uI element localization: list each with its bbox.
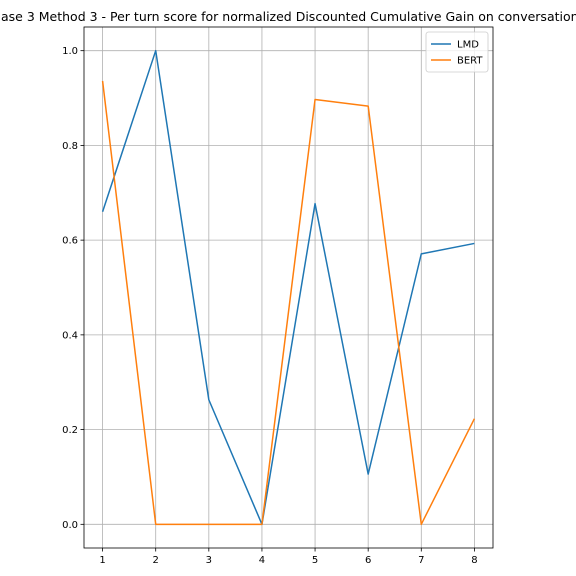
x-tick-label: 2 — [153, 555, 159, 566]
y-tick-label: 0.0 — [62, 520, 78, 531]
y-tick-label: 1.0 — [62, 46, 78, 57]
x-tick-label: 6 — [365, 555, 371, 566]
grid — [84, 27, 493, 548]
y-tick-label: 0.6 — [62, 236, 78, 247]
x-tick-label: 8 — [471, 555, 477, 566]
y-tick-label: 0.8 — [62, 141, 78, 152]
x-tick-label: 7 — [418, 555, 424, 566]
y-tick-label: 0.4 — [62, 330, 78, 341]
series-line-lmd — [101, 49, 475, 526]
x-tick-label: 1 — [99, 555, 105, 566]
series-lines — [101, 49, 476, 526]
y-tick-label: 0.2 — [62, 425, 78, 436]
plot-frame — [83, 26, 494, 549]
x-tick-label: 3 — [206, 555, 212, 566]
x-axis: 1 2 3 4 5 6 7 8 — [99, 548, 478, 566]
legend-box — [425, 31, 489, 73]
series-line-bert — [101, 80, 476, 526]
legend-label: BERT — [457, 56, 483, 67]
chart-title: Phase 3 Method 3 - Per turn score for no… — [0, 9, 576, 24]
legend-label: LMD — [457, 40, 479, 51]
x-tick-label: 4 — [259, 555, 265, 566]
y-axis: 0.0 0.2 0.4 0.6 0.8 1.0 — [62, 46, 84, 531]
x-tick-label: 5 — [312, 555, 318, 566]
legend: LMD BERT — [425, 31, 489, 73]
